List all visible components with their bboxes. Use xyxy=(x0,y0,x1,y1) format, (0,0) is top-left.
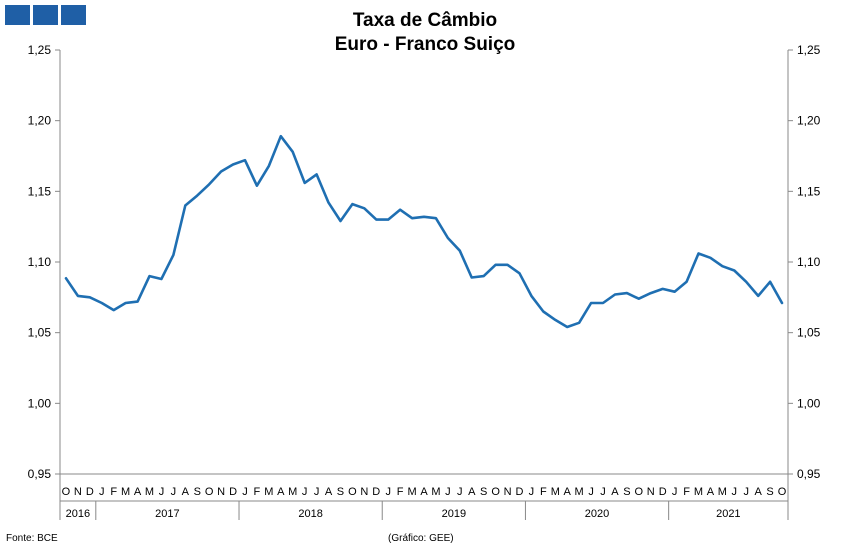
logo-block xyxy=(33,5,58,25)
y-tick-label-right: 0,95 xyxy=(797,467,821,481)
x-month-label: J xyxy=(99,486,105,498)
x-month-label: J xyxy=(445,486,451,498)
y-tick-label-left: 1,10 xyxy=(28,255,52,269)
x-year-label: 2016 xyxy=(66,508,90,520)
x-month-label: S xyxy=(194,486,201,498)
x-month-label: F xyxy=(110,486,117,498)
x-month-label: D xyxy=(515,486,523,498)
x-month-label: O xyxy=(491,486,500,498)
x-month-label: A xyxy=(611,486,619,498)
x-month-label: J xyxy=(171,486,177,498)
x-month-label: S xyxy=(337,486,344,498)
x-year-label: 2018 xyxy=(298,508,322,520)
chart-title-line1: Taxa de Câmbio xyxy=(352,10,498,31)
x-month-label: D xyxy=(229,486,237,498)
chart-title-line2: Euro - Franco Suiço xyxy=(334,34,516,55)
y-tick-label-left: 1,00 xyxy=(28,396,52,410)
x-month-label: M xyxy=(718,486,727,498)
x-month-label: J xyxy=(314,486,320,498)
x-month-label: O xyxy=(635,486,644,498)
x-month-label: A xyxy=(754,486,762,498)
x-month-label: N xyxy=(360,486,368,498)
x-month-label: J xyxy=(672,486,678,498)
y-tick-label-right: 1,20 xyxy=(797,114,821,128)
x-month-label: J xyxy=(529,486,535,498)
x-month-label: M xyxy=(145,486,154,498)
credit-note: (Gráfico: GEE) xyxy=(388,533,454,544)
x-month-label: A xyxy=(707,486,715,498)
x-month-label: J xyxy=(302,486,308,498)
x-month-label: D xyxy=(659,486,667,498)
x-month-label: N xyxy=(74,486,82,498)
x-month-label: F xyxy=(540,486,547,498)
x-month-label: J xyxy=(588,486,594,498)
x-month-label: A xyxy=(420,486,428,498)
x-month-label: A xyxy=(325,486,333,498)
x-month-label: J xyxy=(159,486,165,498)
x-month-label: M xyxy=(431,486,440,498)
x-month-label: S xyxy=(623,486,630,498)
y-tick-label-right: 1,00 xyxy=(797,396,821,410)
x-month-label: J xyxy=(385,486,391,498)
y-tick-label-left: 1,20 xyxy=(28,114,52,128)
x-month-label: S xyxy=(766,486,773,498)
x-month-label: F xyxy=(397,486,404,498)
x-month-label: F xyxy=(254,486,261,498)
x-month-label: D xyxy=(86,486,94,498)
x-month-label: M xyxy=(407,486,416,498)
x-month-label: F xyxy=(683,486,690,498)
x-month-label: A xyxy=(468,486,476,498)
x-year-label: 2017 xyxy=(155,508,179,520)
x-year-label: 2019 xyxy=(442,508,466,520)
x-year-label: 2020 xyxy=(585,508,609,520)
y-tick-label-right: 1,10 xyxy=(797,255,821,269)
x-month-label: A xyxy=(564,486,572,498)
x-month-label: M xyxy=(551,486,560,498)
x-month-label: J xyxy=(600,486,606,498)
x-month-label: A xyxy=(277,486,285,498)
x-month-label: J xyxy=(743,486,749,498)
x-month-label: J xyxy=(732,486,738,498)
source-note: Fonte: BCE xyxy=(6,533,58,544)
x-month-label: N xyxy=(217,486,225,498)
x-month-label: M xyxy=(575,486,584,498)
x-month-label: N xyxy=(647,486,655,498)
x-month-label: O xyxy=(778,486,787,498)
x-month-label: O xyxy=(205,486,214,498)
x-month-label: N xyxy=(504,486,512,498)
logo-block xyxy=(5,5,30,25)
chart-title: Taxa de Câmbio Euro - Franco Suiço xyxy=(0,9,850,57)
y-tick-label-right: 1,15 xyxy=(797,184,821,198)
x-year-label: 2021 xyxy=(716,508,740,520)
x-month-label: S xyxy=(480,486,487,498)
logo-block xyxy=(61,5,86,25)
x-month-label: D xyxy=(372,486,380,498)
x-month-label: M xyxy=(121,486,130,498)
x-month-label: M xyxy=(264,486,273,498)
x-month-label: J xyxy=(242,486,248,498)
x-month-label: A xyxy=(182,486,190,498)
y-tick-label-right: 1,05 xyxy=(797,326,821,340)
y-tick-label-left: 1,15 xyxy=(28,184,52,198)
y-tick-label-right: 1,25 xyxy=(797,43,821,57)
x-month-label: J xyxy=(457,486,463,498)
x-month-label: A xyxy=(134,486,142,498)
y-tick-label-left: 1,25 xyxy=(28,43,52,57)
y-tick-label-left: 0,95 xyxy=(28,467,52,481)
x-month-label: O xyxy=(62,486,71,498)
logo xyxy=(5,5,86,25)
x-month-label: M xyxy=(288,486,297,498)
series-line xyxy=(64,134,784,329)
x-month-label: M xyxy=(694,486,703,498)
y-tick-label-left: 1,05 xyxy=(28,326,52,340)
x-month-label: O xyxy=(348,486,357,498)
